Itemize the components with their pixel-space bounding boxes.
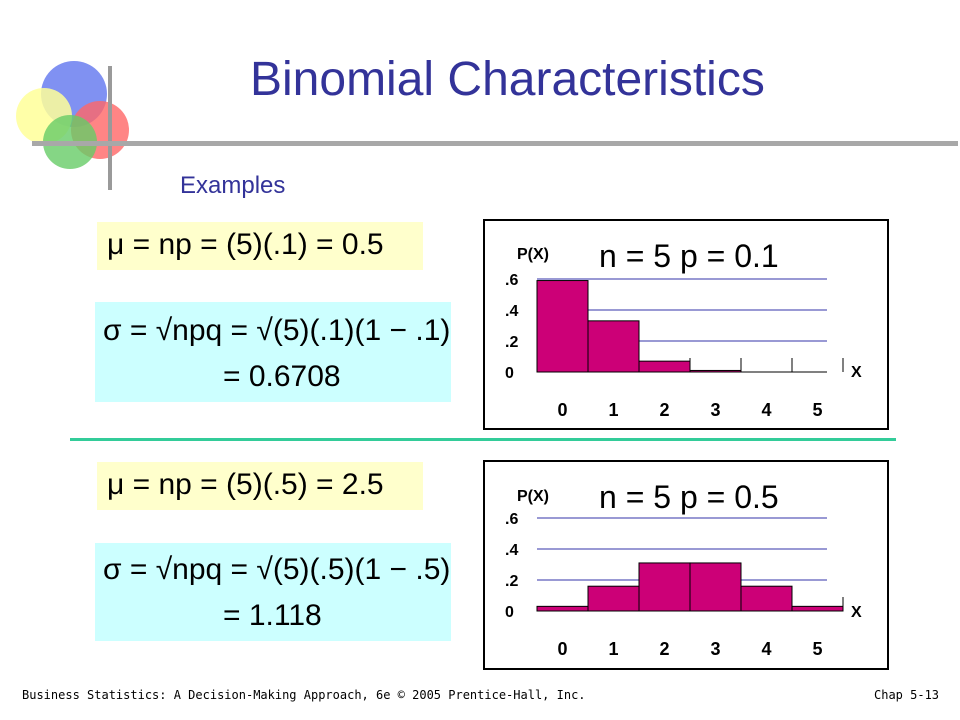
x-tick-label: 2 [659, 639, 669, 659]
bar-4 [740, 585, 793, 612]
title-vertical-rule [108, 66, 112, 190]
x-tick-label: 2 [659, 400, 669, 420]
chart-title: n = 5 p = 0.1 [599, 238, 779, 274]
footer-chapter: Chap 5-13 [874, 688, 940, 702]
x-tick-label: 1 [608, 400, 618, 420]
x-tick-label: 4 [761, 639, 771, 659]
mean-formula-box-1: μ = np = (5)(.1) = 0.5 [97, 222, 423, 270]
sigma-formula-box-1: σ = √npq = √(5)(.1)(1 − .1) = 0.6708 [95, 302, 451, 402]
title-horizontal-rule [32, 141, 958, 146]
y-tick-label: .4 [505, 542, 518, 559]
x-tick-label: 5 [812, 400, 822, 420]
sigma-formula-2-line2: = 1.118 [223, 599, 322, 632]
y-tick-label: .2 [505, 573, 518, 590]
y-tick-label: 0 [505, 604, 514, 621]
bar-2 [638, 562, 691, 612]
x-tick-label: 0 [557, 400, 567, 420]
bar-0 [536, 605, 589, 612]
y-tick-label: .2 [505, 334, 518, 351]
sigma-formula-2-line1: σ = √npq = √(5)(.5)(1 − .5) [103, 553, 451, 586]
bar-5 [791, 605, 844, 612]
section-divider [70, 438, 896, 441]
bar-1 [587, 320, 640, 373]
chart-title: n = 5 p = 0.5 [599, 479, 779, 515]
x-tick-label: 0 [557, 639, 567, 659]
bar-3 [689, 562, 742, 612]
bar-1 [587, 585, 640, 612]
x-axis-label: X [851, 364, 862, 381]
slide-subtitle: Examples [180, 172, 286, 199]
y-tick-label: 0 [505, 365, 514, 382]
sigma-formula-box-2: σ = √npq = √(5)(.5)(1 − .5) = 1.118 [95, 543, 451, 641]
bar-0 [536, 280, 589, 373]
chart-panel-1: n = 5 p = 0.1 P(X) .6 .4 .2 0 X 0 1 2 3 4 5 [483, 219, 889, 430]
sigma-formula-1-line1: σ = √npq = √(5)(.1)(1 − .1) [103, 314, 451, 347]
decorative-circles-logo [16, 61, 129, 169]
binomial-chart-p05: n = 5 p = 0.5 P(X) .6 .4 .2 0 X 0 1 2 3 4 5 [505, 479, 862, 659]
x-tick-label: 3 [710, 400, 720, 420]
slide-title: Binomial Characteristics [250, 53, 765, 106]
footer-copyright: Business Statistics: A Decision-Making A… [22, 688, 586, 702]
mean-formula-1: μ = np = (5)(.1) = 0.5 [107, 228, 384, 261]
y-axis-label: P(X) [517, 246, 549, 263]
binomial-chart-p01: n = 5 p = 0.1 P(X) .6 .4 .2 0 X 0 1 2 3 4 5 [505, 238, 862, 420]
mean-formula-2: μ = np = (5)(.5) = 2.5 [107, 468, 384, 501]
x-axis-label: X [851, 604, 862, 621]
y-tick-label: .6 [505, 272, 518, 289]
x-tick-label: 3 [710, 639, 720, 659]
y-axis-label: P(X) [517, 488, 549, 505]
chart-panel-2: n = 5 p = 0.5 P(X) .6 .4 .2 0 X 0 1 2 3 4 5 [483, 460, 889, 670]
mean-formula-box-2: μ = np = (5)(.5) = 2.5 [97, 462, 423, 510]
y-tick-label: .6 [505, 511, 518, 528]
x-tick-label: 5 [812, 639, 822, 659]
sigma-formula-1-line2: = 0.6708 [223, 360, 341, 393]
x-tick-label: 4 [761, 400, 771, 420]
bar-2 [638, 360, 691, 373]
y-tick-label: .4 [505, 303, 518, 320]
x-tick-label: 1 [608, 639, 618, 659]
